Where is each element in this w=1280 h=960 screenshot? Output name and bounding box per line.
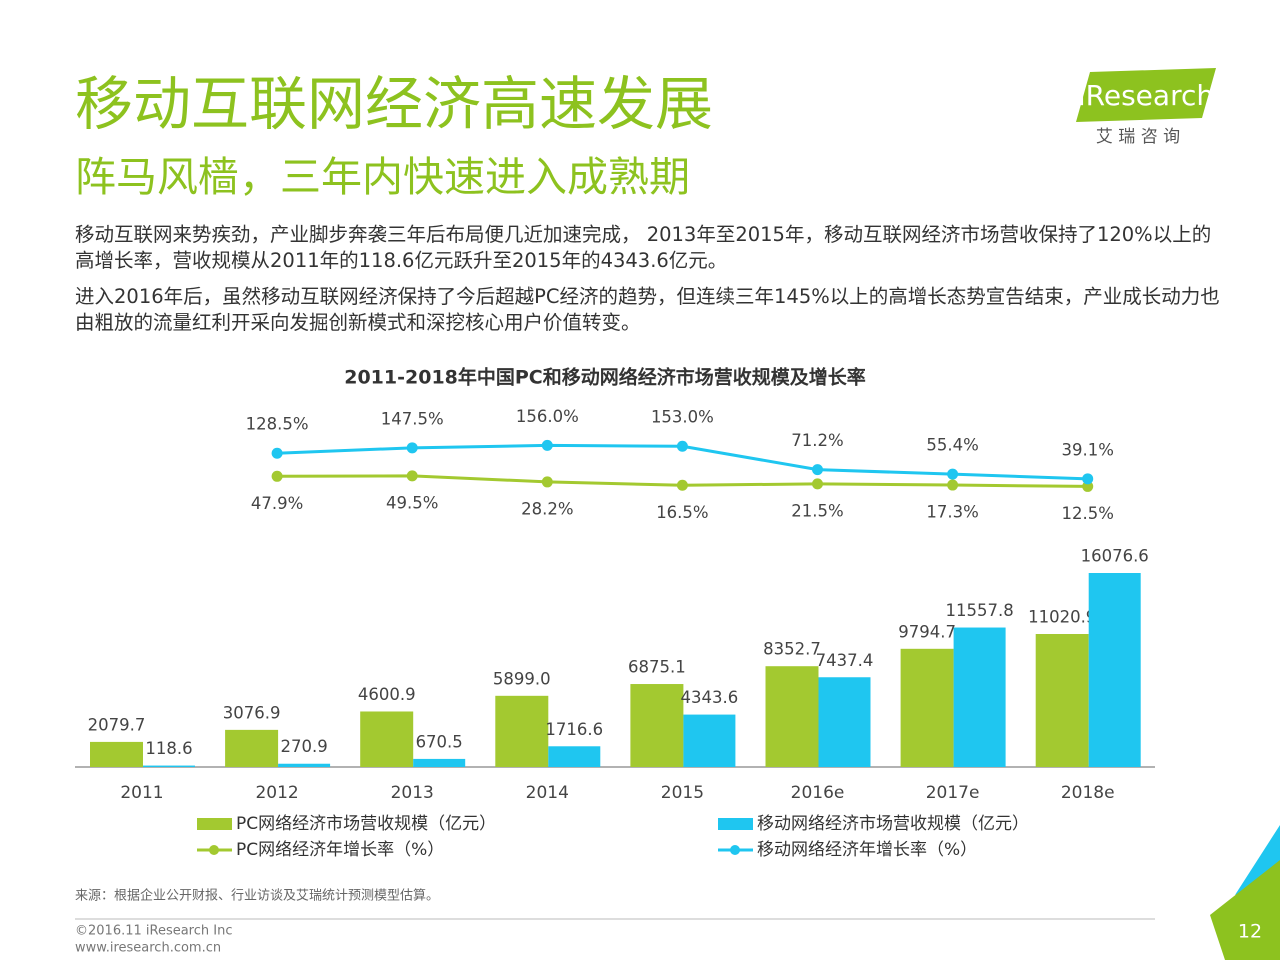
copyright: ©2016.11 iResearch Inc [75,924,233,939]
bar [765,666,819,767]
source: 来源：根据企业公开财报、行业访谈及艾瑞统计预测模型估算。 [75,888,439,904]
bar-value-label: 6875.1 [628,658,686,677]
bar [360,711,414,767]
bar [143,765,195,767]
bar-value-label: 1716.6 [545,720,603,739]
growth-value-label: 55.4% [926,436,978,455]
growth-point [812,478,823,490]
bar-value-label: 11020.9 [1028,608,1096,627]
bar-value-label: 11557.8 [945,601,1013,620]
x-tick-label: 2013 [391,783,434,803]
x-tick-label: 2015 [661,783,704,803]
x-tick-label: 2016e [791,783,845,803]
bar [953,627,1006,767]
x-tick-label: 2011 [120,783,163,803]
x-tick-label: 2012 [255,783,298,803]
bar [278,763,331,767]
legend-dot [730,845,740,855]
growth-point [541,439,553,451]
bar-value-label: 270.9 [280,737,327,756]
growth-point [1082,473,1094,485]
bar-value-label: 9794.7 [898,622,956,641]
growth-value-label: 28.2% [521,499,573,518]
growth-point [947,468,959,480]
legend-label: PC网络经济年增长率（%） [236,840,444,860]
legend-swatch [197,818,232,830]
bar [1035,634,1089,767]
growth-point [947,479,959,491]
website: www.iresearch.com.cn [75,941,221,956]
bar-value-label: 3076.9 [223,703,281,722]
growth-value-label: 147.5% [381,409,444,428]
bar-value-label: 2079.7 [88,715,146,734]
paragraph: 移动互联网来势疾劲，产业脚步奔袭三年后布局便几近加速完成， 2013年至2015… [75,223,1212,272]
growth-value-label: 39.1% [1061,440,1113,459]
paragraph: 进入2016年后，虽然移动互联网经济保持了今后超越PC经济的趋势，但连续三年14… [75,285,1220,334]
page-number: 12 [1238,921,1262,943]
x-tick-label: 2017e [926,783,980,803]
growth-point [406,442,418,454]
bar [630,684,684,767]
chart-title: 2011-2018年中国PC和移动网络经济市场营收规模及增长率 [344,366,866,389]
growth-point [1082,480,1094,492]
growth-value-label: 128.5% [246,415,309,434]
bar-value-label: 118.6 [145,739,192,758]
bar [1088,573,1141,767]
bar-value-label: 4600.9 [358,685,416,704]
bar [818,677,871,767]
bar-value-label: 16076.6 [1081,547,1149,566]
corner-green [1210,860,1280,960]
bar-value-label: 670.5 [416,732,463,751]
x-tick-label: 2018e [1061,783,1115,803]
bar-value-label: 7437.4 [816,651,874,670]
bar [900,648,954,767]
bar-value-label: 5899.0 [493,669,551,688]
slide-subtitle: 阵马风樯，三年内快速进入成熟期 [75,153,690,201]
growth-point [406,470,418,482]
legend-swatch [718,818,753,830]
bar [413,758,466,767]
logo-brand: iResearch [1078,79,1214,112]
legend-label: 移动网络经济年增长率（%） [757,840,977,860]
growth-value-label: 71.2% [791,431,843,450]
growth-value-label: 12.5% [1061,504,1113,523]
growth-point [676,479,688,491]
bar [90,741,143,767]
legend-label: PC网络经济市场营收规模（亿元） [236,814,496,834]
growth-point [271,447,283,459]
growth-point [541,476,553,488]
bar-value-label: 8352.7 [763,640,821,659]
growth-point [676,440,688,452]
bar [683,714,736,767]
bar [495,695,549,767]
legend-dot [209,845,219,855]
bar [225,729,279,767]
growth-point [271,470,283,482]
growth-value-label: 156.0% [516,407,579,426]
legend-label: 移动网络经济市场营收规模（亿元） [757,814,1029,834]
logo-tagline: 艾 瑞 咨 询 [1096,127,1180,147]
x-tick-label: 2014 [526,783,569,803]
growth-point [812,464,823,476]
slide-title: 移动互联网经济高速发展 [75,70,713,138]
growth-value-label: 17.3% [926,503,978,522]
bar-value-label: 4343.6 [681,688,739,707]
growth-value-label: 16.5% [656,503,708,522]
logo-badge [1076,68,1216,122]
bar [548,746,601,767]
growth-value-label: 49.5% [386,493,438,512]
growth-value-label: 153.0% [651,408,714,427]
growth-value-label: 21.5% [791,501,843,520]
growth-value-label: 47.9% [251,494,303,513]
